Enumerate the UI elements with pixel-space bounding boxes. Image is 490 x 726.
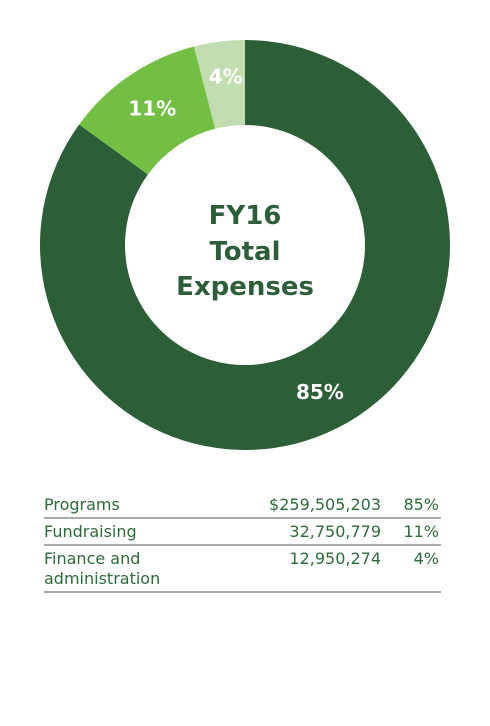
donut-slice-labels: 85% 11% 4% <box>128 64 344 404</box>
donut-slices <box>39 40 451 451</box>
expense-table: Programs $259,505,203 85% Fundraising 32… <box>44 492 441 593</box>
slice-value-label: 4% <box>209 64 243 88</box>
center-title-line-3: Expenses <box>176 272 314 302</box>
row-percent: 85% <box>403 495 439 514</box>
row-label: Fundraising <box>44 522 137 541</box>
row-label: Finance and administration <box>44 549 161 588</box>
slice-value-label: 11% <box>128 97 176 121</box>
table-row-programs: Programs $259,505,203 85% <box>44 492 441 519</box>
row-amount: 12,950,274 <box>289 549 381 568</box>
table-row-fundraising: Fundraising 32,750,779 11% <box>44 519 441 546</box>
slice-value-label: 85% <box>296 380 344 404</box>
slice-finance-and-administration <box>194 40 245 129</box>
row-amount: 32,750,779 <box>289 522 381 541</box>
row-percent: 4% <box>413 549 439 568</box>
center-title-line-1: FY16 <box>209 201 282 231</box>
donut-chart: 85% 11% 4% FY16 Total Expenses <box>39 40 451 451</box>
table-row-finance-administration: Finance and administration 12,950,274 4% <box>44 546 441 593</box>
slice-programs <box>39 40 451 451</box>
center-title-line-2: Total <box>209 237 280 267</box>
slice-fundraising <box>79 46 216 175</box>
row-percent: 11% <box>403 522 439 541</box>
row-amount: $259,505,203 <box>269 495 381 514</box>
row-label: Programs <box>44 495 120 514</box>
